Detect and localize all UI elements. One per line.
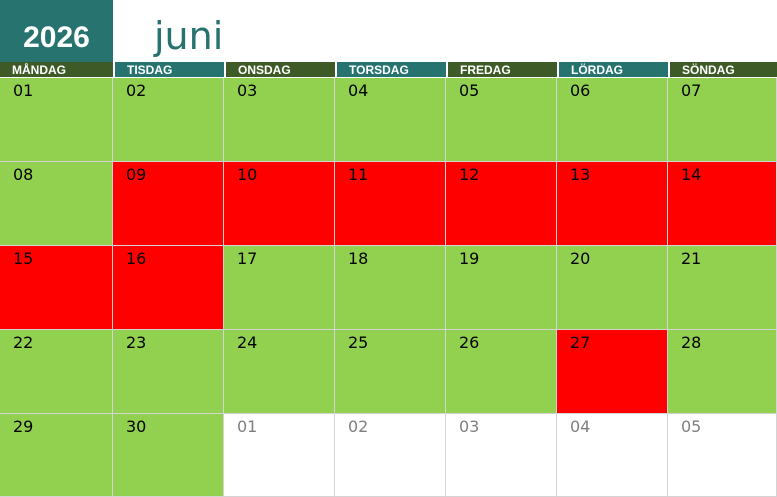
- day-cell: 24: [224, 330, 335, 414]
- day-cell: 27: [557, 330, 668, 414]
- day-cell: 05: [668, 414, 777, 497]
- day-cell: 17: [224, 246, 335, 330]
- day-cell: 08: [0, 162, 113, 246]
- day-cell: 01: [0, 78, 113, 162]
- day-cell: 03: [446, 414, 557, 497]
- day-cell: 10: [224, 162, 335, 246]
- weekday-header: TISDAG: [115, 62, 224, 77]
- day-cell: 30: [113, 414, 224, 497]
- day-cell: 06: [557, 78, 668, 162]
- day-cell: 07: [668, 78, 777, 162]
- day-cell: 14: [668, 162, 777, 246]
- day-cell: 11: [335, 162, 446, 246]
- day-cell: 20: [557, 246, 668, 330]
- day-cell: 13: [557, 162, 668, 246]
- day-cell: 21: [668, 246, 777, 330]
- day-cell: 01: [224, 414, 335, 497]
- day-cell: 05: [446, 78, 557, 162]
- day-cell: 29: [0, 414, 113, 497]
- month: juni: [154, 14, 224, 58]
- weekday-header: SÖNDAG: [670, 62, 777, 77]
- day-cell: 19: [446, 246, 557, 330]
- day-cell: 16: [113, 246, 224, 330]
- day-cell: 09: [113, 162, 224, 246]
- day-cell: 02: [335, 414, 446, 497]
- day-cell: 04: [335, 78, 446, 162]
- year: 2026: [0, 0, 113, 62]
- day-cell: 12: [446, 162, 557, 246]
- day-cell: 26: [446, 330, 557, 414]
- day-cell: 03: [224, 78, 335, 162]
- day-cell: 28: [668, 330, 777, 414]
- day-cell: 15: [0, 246, 113, 330]
- day-cell: 18: [335, 246, 446, 330]
- day-cell: 02: [113, 78, 224, 162]
- day-cell: 22: [0, 330, 113, 414]
- weekday-header: FREDAG: [448, 62, 557, 77]
- day-cell: 25: [335, 330, 446, 414]
- weekday-header: ONSDAG: [226, 62, 335, 77]
- weekday-header: TORSDAG: [337, 62, 446, 77]
- day-cell: 04: [557, 414, 668, 497]
- weekday-header: LÖRDAG: [559, 62, 668, 77]
- weekday-header: MÅNDAG: [0, 62, 113, 77]
- day-cell: 23: [113, 330, 224, 414]
